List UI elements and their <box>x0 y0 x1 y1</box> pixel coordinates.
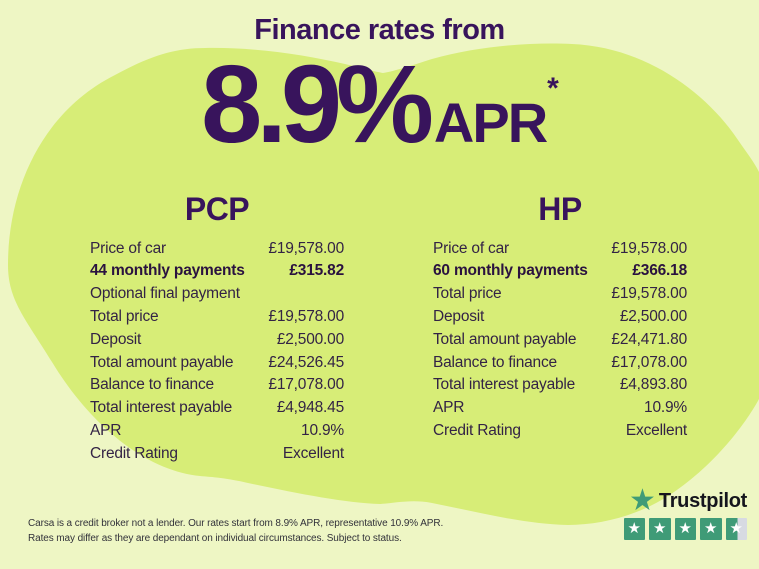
trustpilot-star-box: ★ <box>700 518 722 540</box>
trustpilot-badge[interactable]: ★ Trustpilot ★ ★ ★ ★ ★ <box>623 484 747 540</box>
star-icon: ★ <box>704 520 718 538</box>
row-value: £366.18 <box>632 262 687 280</box>
row-value: 10.9% <box>644 399 687 417</box>
row-label: 60 monthly payments <box>433 262 588 280</box>
row-label: Credit Rating <box>433 421 521 439</box>
row-value: £19,578.00 <box>611 239 687 257</box>
finance-row: Deposit £2,500.00 <box>433 306 687 329</box>
finance-row: 44 monthly payments £315.82 <box>90 260 344 283</box>
row-label: Total price <box>433 285 502 303</box>
poster-title: Finance rates from <box>254 14 505 46</box>
row-value: £315.82 <box>289 262 344 280</box>
row-label: Balance to finance <box>90 376 214 394</box>
finance-row: Price of car £19,578.00 <box>90 237 344 260</box>
finance-row: 60 monthly payments £366.18 <box>433 260 687 283</box>
finance-row: Balance to finance £17,078.00 <box>433 351 687 374</box>
finance-row: Total interest payable £4,893.80 <box>433 374 687 397</box>
hp-title: HP <box>538 191 582 227</box>
finance-row: Credit Rating Excellent <box>433 420 687 443</box>
hp-rows: Price of car £19,578.00 60 monthly payment… <box>433 237 687 442</box>
trustpilot-star-box: ★ <box>725 518 747 540</box>
trustpilot-wordmark: Trustpilot <box>658 489 747 512</box>
row-label: Total amount payable <box>433 330 577 348</box>
row-label: Balance to finance <box>433 353 557 371</box>
row-value: £2,500.00 <box>619 307 687 325</box>
row-label: Total interest payable <box>433 376 576 394</box>
row-label: Price of car <box>433 239 509 257</box>
row-label: Total interest payable <box>90 399 233 417</box>
finance-row: Balance to finance £17,078.00 <box>90 374 344 397</box>
row-value: Excellent <box>282 444 344 462</box>
row-label: Deposit <box>433 307 485 325</box>
row-value: £17,078.00 <box>611 353 687 371</box>
finance-row: Deposit £2,500.00 <box>90 328 344 351</box>
row-value: £4,948.45 <box>276 399 344 417</box>
row-label: Deposit <box>90 330 142 348</box>
row-label: Price of car <box>90 239 166 257</box>
finance-row: APR 10.9% <box>90 420 344 443</box>
pcp-finance-table: PCP Price of car £19,578.00 44 monthly pay… <box>90 191 344 465</box>
pcp-rows: Price of car £19,578.00 44 monthly payment… <box>90 237 344 465</box>
disclaimer-line-1: Carsa is a credit broker not a lender. O… <box>28 518 444 529</box>
star-icon: ★ <box>653 520 667 538</box>
finance-row: Total amount payable £24,471.80 <box>433 328 687 351</box>
trustpilot-brand-row: ★ Trustpilot <box>624 484 747 517</box>
trustpilot-rating-stars: ★ ★ ★ ★ ★ <box>623 518 747 540</box>
rate-value: 8.9% <box>201 43 434 166</box>
row-value: £24,526.45 <box>268 353 344 371</box>
star-icon: ★ <box>627 520 641 538</box>
row-value: £24,471.80 <box>611 330 687 348</box>
headline-rate: 8.9% APR* <box>0 50 759 160</box>
pcp-title: PCP <box>184 191 250 227</box>
trustpilot-star-icon: ★ <box>628 484 656 517</box>
row-label: APR <box>90 421 122 439</box>
finance-row: Optional final payment <box>90 283 344 306</box>
row-value: £4,893.80 <box>619 376 687 394</box>
row-value: £19,578.00 <box>611 285 687 303</box>
row-label: 44 monthly payments <box>90 262 245 280</box>
finance-row: APR 10.9% <box>433 397 687 420</box>
finance-row: Price of car £19,578.00 <box>433 237 687 260</box>
star-icon: ★ <box>678 520 692 538</box>
trustpilot-star-box: ★ <box>649 518 671 540</box>
finance-row: Total amount payable £24,526.45 <box>90 351 344 374</box>
row-value: £2,500.00 <box>276 330 344 348</box>
disclaimer-line-2: Rates may differ as they are dependant o… <box>28 532 402 544</box>
rate-apr-label: APR <box>433 91 548 154</box>
finance-row: Total price £19,578.00 <box>433 283 687 306</box>
row-label: Total price <box>90 307 159 325</box>
row-value: Excellent <box>625 421 687 439</box>
hp-finance-table: HP Price of car £19,578.00 60 monthly paym… <box>433 191 687 442</box>
finance-row: Total price £19,578.00 <box>90 306 344 329</box>
finance-row: Credit Rating Excellent <box>90 442 344 465</box>
row-value: £19,578.00 <box>268 239 344 257</box>
row-label: APR <box>433 399 465 417</box>
row-value: 10.9% <box>301 421 344 439</box>
row-label: Credit Rating <box>90 444 178 462</box>
trustpilot-star-box: ★ <box>623 518 645 540</box>
disclaimer-text: Carsa is a credit broker not a lender. O… <box>28 517 443 546</box>
row-value: £17,078.00 <box>268 376 344 394</box>
row-label: Optional final payment <box>90 285 240 303</box>
trustpilot-star-box: ★ <box>674 518 696 540</box>
rate-asterisk: * <box>547 72 559 105</box>
star-icon: ★ <box>729 520 743 538</box>
row-value: £19,578.00 <box>268 307 344 325</box>
finance-row: Total interest payable £4,948.45 <box>90 397 344 420</box>
row-label: Total amount payable <box>90 353 234 371</box>
